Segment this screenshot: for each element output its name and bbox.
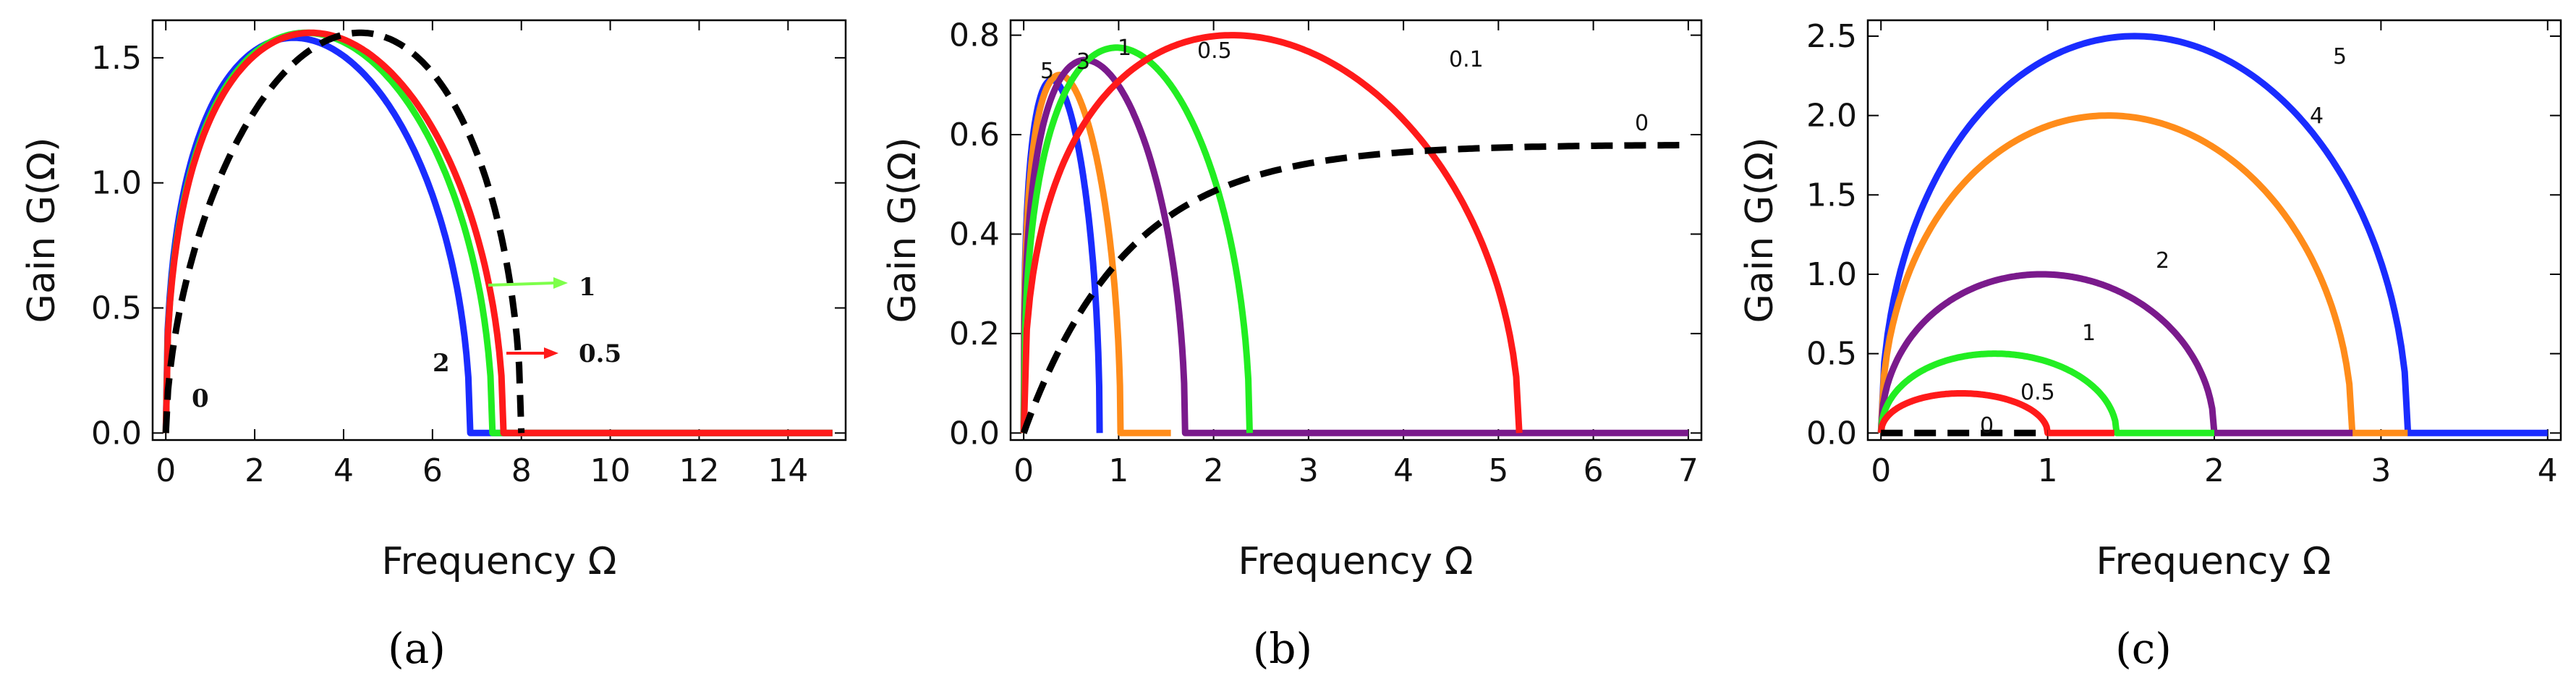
a-xtick-label: 8 [511, 452, 532, 489]
b-xtick-label: 3 [1298, 452, 1319, 489]
a-label-0.5: 0.5 [579, 339, 621, 368]
c-label-0.5: 0.5 [2020, 380, 2055, 405]
panel-a: 0 2 4 6 8 10 12 14 0.0 0.5 1.0 1.5 0 2 1 0.5 Freque… [20, 19, 847, 673]
b-xtick-label: 5 [1488, 452, 1508, 489]
c-ytick-label: 1.5 [1806, 177, 1857, 214]
c-ylabel: Gain G(Ω) [1738, 138, 1782, 324]
panel-b: 0 1 2 3 4 5 6 70.00.20.40.60.8 5 3 1 0.5 0.1 0 … [881, 17, 1703, 673]
a-xtick-label: 10 [590, 452, 631, 489]
panel-a-frame [151, 19, 847, 441]
c-ytick-label: 0.5 [1806, 336, 1857, 373]
c-series-5 [1877, 33, 2548, 436]
c-xtick-label: 0 [1871, 452, 1891, 489]
a-ytick-label: 0.5 [91, 289, 142, 326]
c-ytick-label: 2.0 [1806, 98, 1857, 135]
c-ytick-label: 1.0 [1806, 256, 1857, 293]
a-panel-label: (a) [388, 624, 446, 673]
a-label-1: 1 [579, 273, 596, 302]
c-ytick-label: 2.5 [1806, 18, 1857, 55]
arrow-1-head [553, 277, 568, 289]
c-series-4 [1877, 112, 2408, 436]
a-label-0: 0 [192, 384, 209, 413]
b-label-3: 3 [1076, 49, 1090, 75]
b-ytick-label: 0.2 [949, 316, 1000, 352]
b-xtick-label: 6 [1584, 452, 1604, 489]
b-label-1: 1 [1118, 35, 1131, 61]
c-series-0_5 [1877, 390, 2114, 436]
c-ytick-label: 0.0 [1806, 415, 1857, 452]
b-series-0 [1020, 142, 1688, 434]
a-xtick-label: 6 [422, 452, 443, 489]
c-xtick-label: 3 [2371, 452, 2391, 489]
b-ytick-label: 0.0 [949, 415, 1000, 452]
b-label-0.5: 0.5 [1197, 38, 1232, 64]
panel-b-frame [1009, 19, 1703, 441]
a-xtick-label: 4 [333, 452, 354, 489]
b-xtick-label: 2 [1204, 452, 1224, 489]
c-xtick-label: 4 [2538, 452, 2558, 489]
b-xtick-label: 1 [1108, 452, 1128, 489]
a-series-0 [162, 29, 525, 434]
b-xtick-label: 4 [1393, 452, 1414, 489]
a-ytick-label: 1.5 [91, 40, 142, 77]
c-label-1: 1 [2082, 321, 2096, 346]
a-xlabel: Frequency Ω [382, 540, 617, 583]
b-xtick-label: 0 [1013, 452, 1034, 489]
b-ylabel: Gain G(Ω) [881, 138, 924, 324]
c-label-0: 0 [1980, 413, 1994, 439]
b-ytick-label: 0.4 [949, 216, 1000, 253]
c-label-4: 4 [2310, 103, 2324, 129]
arrow-0.5-head [544, 347, 558, 359]
c-xtick-label: 1 [2038, 452, 2058, 489]
c-label-2: 2 [2156, 248, 2169, 274]
b-ytick-label: 0.8 [949, 17, 1000, 54]
b-label-0.1: 0.1 [1449, 47, 1484, 72]
a-xtick-label: 12 [679, 452, 719, 489]
b-label-5: 5 [1040, 59, 1054, 84]
a-ytick-label: 0.0 [91, 415, 142, 452]
arrow-1 [488, 282, 554, 287]
panel-c-frame [1866, 19, 2562, 441]
c-panel-label: (c) [2115, 624, 2172, 673]
a-ytick-label: 1.0 [91, 165, 142, 202]
b-series-0_1 [1020, 32, 1523, 434]
a-ylabel: Gain G(Ω) [20, 138, 64, 324]
c-series-2 [1877, 271, 2353, 436]
c-xlabel: Frequency Ω [2096, 540, 2331, 583]
a-xtick-label: 0 [156, 452, 176, 489]
b-series-1 [1020, 56, 1688, 436]
c-series-1 [1877, 350, 2214, 436]
b-series-0_5 [1020, 44, 1253, 434]
b-xlabel: Frequency Ω [1238, 540, 1474, 583]
b-label-0: 0 [1635, 111, 1649, 136]
c-label-5: 5 [2333, 44, 2347, 69]
a-xtick-label: 14 [768, 452, 808, 489]
panel-c: 0 1 2 3 4 0.0 0.5 1.0 1.5 2.0 2.5 0 0.5 1 2 4 5 Fr… [1738, 18, 2562, 673]
c-xtick-label: 2 [2204, 452, 2224, 489]
b-xtick-label: 7 [1678, 452, 1699, 489]
b-ytick-label: 0.6 [949, 117, 1000, 153]
a-xtick-label: 2 [245, 452, 265, 489]
a-label-2: 2 [433, 349, 450, 378]
b-panel-label: (b) [1253, 624, 1312, 673]
